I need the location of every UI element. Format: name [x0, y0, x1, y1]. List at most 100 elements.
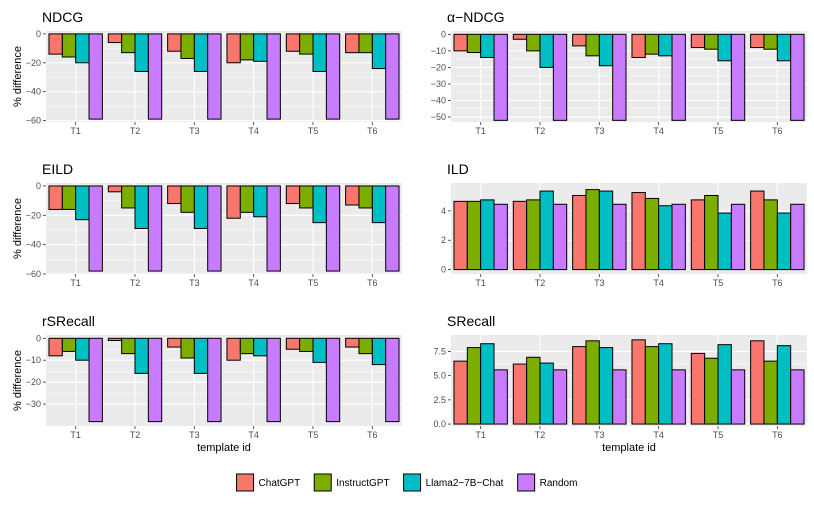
bar-t2-series-1: [107, 337, 123, 341]
bar-t1-series-2: [61, 337, 77, 352]
bar-t6-series-4: [790, 33, 805, 121]
bar-t2-series-3: [539, 362, 554, 425]
y-tick-label: −40: [26, 87, 41, 97]
y-tick-label: 7.5: [433, 346, 446, 356]
x-tick-label: T5: [308, 126, 319, 136]
bar-t3-series-3: [598, 190, 614, 271]
bar-t1-series-3: [75, 33, 90, 64]
y-tick-label: 0: [441, 29, 446, 39]
bar-t3-series-2: [180, 185, 195, 213]
y-tick-label: 0: [36, 181, 41, 191]
bar-t6-series-4: [385, 185, 400, 272]
y-tick-label: −20: [431, 62, 446, 72]
bar-t4-series-2: [239, 185, 255, 213]
bar-t5-series-3: [717, 33, 732, 62]
bar-t3-series-3: [598, 347, 614, 425]
bar-t6-series-2: [358, 337, 373, 355]
bar-t6-series-1: [750, 33, 765, 49]
bar-t3-series-1: [572, 194, 587, 271]
bar-t2-series-2: [121, 337, 136, 355]
x-tick-label: T6: [367, 430, 378, 440]
y-tick-label: −20: [26, 58, 41, 68]
bar-t3-series-3: [193, 185, 209, 230]
bar-t1-series-4: [88, 337, 103, 423]
bar-t5-series-2: [704, 33, 719, 50]
y-tick-label: 4: [441, 206, 446, 216]
bar-t6-series-4: [790, 369, 805, 425]
bar-t5-series-2: [299, 33, 314, 55]
y-tick-label: 2.5: [433, 395, 446, 405]
y-tick-label: −10: [431, 46, 446, 56]
bar-t3-series-3: [193, 33, 209, 72]
y-tick-label: −30: [431, 79, 446, 89]
bar-t2-series-2: [526, 199, 541, 271]
bar-t4-series-3: [658, 205, 673, 271]
y-axis-label: % difference: [12, 198, 24, 259]
y-tick-label: 5.0: [433, 371, 446, 381]
panel-5: 0 −10 −20 −30 T1 T2 T3 T4 T5 T6 rSRecall % differen…: [12, 313, 402, 454]
bar-t4-series-1: [631, 192, 646, 271]
x-tick-label: T4: [653, 430, 664, 440]
x-tick-label: T3: [189, 278, 200, 288]
y-tick-label: −10: [26, 355, 41, 365]
x-tick-label: T3: [594, 278, 605, 288]
bar-t4-series-2: [644, 33, 660, 55]
y-tick-label: 0: [36, 29, 41, 39]
x-tick-label: T3: [189, 430, 200, 440]
bar-t5-series-2: [299, 185, 314, 209]
y-tick-label: 0: [36, 333, 41, 343]
y-tick-label: −20: [26, 210, 41, 220]
bar-t5-series-4: [730, 33, 746, 121]
bar-t3-series-4: [207, 337, 222, 423]
bar-t3-series-2: [585, 33, 600, 57]
bar-t4-series-3: [658, 343, 673, 425]
bar-t2-series-2: [121, 185, 136, 209]
bar-t4-series-4: [671, 33, 686, 121]
bar-t4-series-3: [658, 33, 673, 57]
bar-t2-series-4: [147, 33, 163, 120]
bar-t1-series-1: [48, 33, 63, 55]
bar-t2-series-4: [552, 369, 568, 425]
bar-t6-series-2: [763, 33, 778, 50]
bar-t4-series-2: [644, 346, 660, 425]
x-tick-label: T2: [130, 126, 141, 136]
bar-t3-series-2: [585, 340, 600, 425]
bar-t6-series-3: [371, 33, 387, 70]
bar-t6-series-2: [358, 185, 373, 209]
bar-t1-series-1: [453, 360, 468, 425]
panel-title: α−NDCG: [447, 9, 505, 25]
bar-t2-series-2: [526, 356, 541, 425]
bar-t4-series-1: [226, 185, 241, 219]
bar-t1-series-4: [493, 33, 508, 121]
bar-t1-series-2: [466, 347, 482, 425]
panel-background: [46, 183, 402, 274]
bar-t6-series-1: [345, 337, 360, 348]
x-tick-label: T6: [772, 430, 783, 440]
legend-key-3: [403, 473, 422, 492]
x-tick-label: T5: [308, 430, 319, 440]
bar-t5-series-3: [717, 212, 732, 271]
bar-t4-series-2: [239, 337, 255, 355]
bar-t5-series-4: [325, 33, 341, 120]
bar-t1-series-4: [88, 33, 103, 120]
bar-t5-series-1: [285, 337, 301, 350]
bar-t3-series-3: [598, 33, 614, 67]
y-tick-label: 2: [441, 235, 446, 245]
bar-t4-series-2: [644, 197, 660, 271]
bar-t4-series-4: [266, 337, 281, 423]
x-tick-label: T3: [594, 126, 605, 136]
bar-t5-series-1: [285, 185, 301, 205]
bar-t6-series-3: [371, 337, 387, 366]
panel-title: ILD: [447, 161, 469, 177]
panel-background: [46, 335, 402, 426]
x-axis-label: template id: [602, 442, 656, 454]
bar-t5-series-3: [312, 185, 327, 224]
bar-t2-series-1: [512, 363, 528, 425]
x-tick-label: T2: [535, 278, 546, 288]
x-tick-label: T2: [130, 430, 141, 440]
bar-t6-series-1: [750, 190, 765, 271]
x-tick-label: T5: [713, 278, 724, 288]
bar-t6-series-3: [776, 33, 792, 62]
